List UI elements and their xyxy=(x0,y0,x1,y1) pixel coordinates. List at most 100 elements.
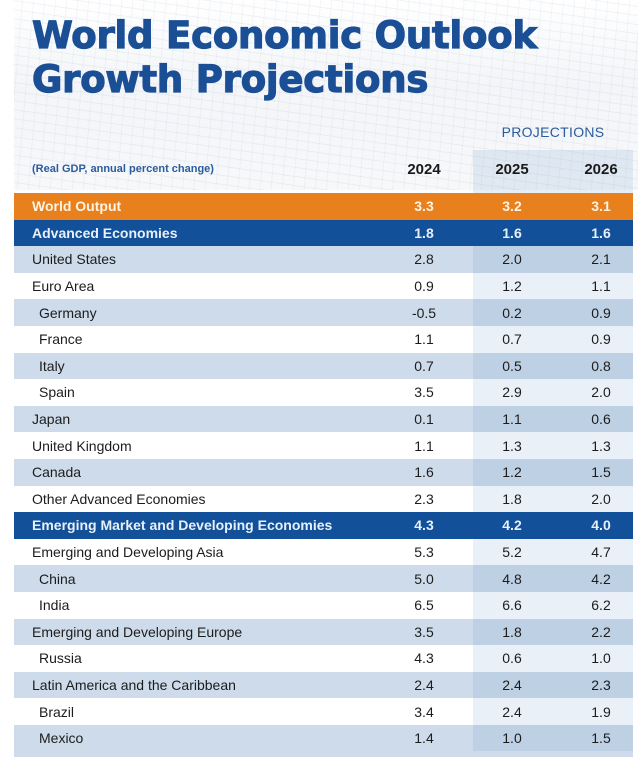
projection-cell-shade xyxy=(473,671,633,699)
value-2026: 4.2 xyxy=(591,570,611,587)
projection-cell-shade xyxy=(473,698,633,725)
value-2026: 2.2 xyxy=(591,623,611,640)
row-label: France xyxy=(39,331,83,348)
table-row: Germany -0.5 0.2 0.9 xyxy=(14,299,633,326)
value-2024: 1.1 xyxy=(414,437,434,454)
value-2024: 1.1 xyxy=(414,331,434,348)
row-label: Brazil xyxy=(39,703,75,720)
value-2025: 4.2 xyxy=(502,517,522,534)
row-label: Emerging and Developing Europe xyxy=(32,623,243,640)
projection-cell-shade xyxy=(473,645,633,672)
row-label: Advanced Economies xyxy=(32,224,178,241)
value-2026: 0.9 xyxy=(591,331,611,348)
row-label: United States xyxy=(32,251,117,268)
column-header-2024: 2024 xyxy=(407,161,441,178)
value-2026: 4.0 xyxy=(591,517,611,534)
value-2025: 0.7 xyxy=(502,331,522,348)
value-2026: 1.6 xyxy=(591,224,611,241)
value-2026: 0.8 xyxy=(591,357,611,374)
row-label: Spain xyxy=(39,384,75,401)
value-2024: 4.3 xyxy=(414,517,434,534)
value-2025: 2.4 xyxy=(502,703,522,720)
row-label: Germany xyxy=(39,304,97,321)
projection-cell-shade xyxy=(473,538,633,566)
value-2026: 2.3 xyxy=(591,676,611,693)
value-2024: 0.9 xyxy=(414,278,434,295)
row-label: Emerging and Developing Asia xyxy=(32,544,224,561)
table-row: Advanced Economies 1.8 1.6 1.6 xyxy=(14,219,633,247)
value-2024: 6.5 xyxy=(414,597,434,614)
value-2024: 5.0 xyxy=(414,570,434,587)
table-row: Japan 0.1 1.1 0.6 xyxy=(14,405,633,433)
row-label: China xyxy=(39,570,76,587)
table-row: Other Advanced Economies 2.3 1.8 2.0 xyxy=(14,485,633,513)
value-2025: 4.8 xyxy=(502,570,522,587)
table-row: France 1.1 0.7 0.9 xyxy=(14,325,633,353)
projection-cell-shade xyxy=(473,299,633,326)
table-row: China 5.0 4.8 4.2 xyxy=(14,565,633,592)
value-2026: 1.5 xyxy=(591,730,611,747)
value-2026: 4.7 xyxy=(591,544,611,561)
projection-cell-shade xyxy=(473,565,633,592)
row-label: Emerging Market and Developing Economies xyxy=(32,517,333,534)
projection-cell-shade xyxy=(473,405,633,433)
growth-table: World Output 3.3 3.2 3.1 Advanced Economies 1… xyxy=(14,193,633,752)
table-row: Latin America and the Caribbean 2.4 2.4 2.3 xyxy=(14,671,633,699)
row-label: Russia xyxy=(39,650,82,667)
table-row: Mexico 1.4 1.0 1.5 xyxy=(14,724,633,752)
value-2024: 2.8 xyxy=(414,251,434,268)
table-row: Russia 4.3 0.6 1.0 xyxy=(14,645,633,672)
value-2024: 2.3 xyxy=(414,490,434,507)
value-2024: 3.3 xyxy=(414,198,434,215)
row-label: Other Advanced Economies xyxy=(32,490,206,507)
value-2025: 2.0 xyxy=(502,251,522,268)
value-2026: 1.0 xyxy=(591,650,611,667)
table-row: Emerging and Developing Europe 3.5 1.8 2.2 xyxy=(14,618,633,646)
value-2024: 3.4 xyxy=(414,703,434,720)
title-line-2: Growth Projections xyxy=(31,57,429,101)
value-2024: 0.7 xyxy=(414,357,434,374)
projection-cell-shade xyxy=(473,352,633,380)
value-2025: 1.3 xyxy=(502,437,522,454)
value-2024: 1.6 xyxy=(414,464,434,481)
value-2026: 3.1 xyxy=(591,198,611,215)
table-row: United Kingdom 1.1 1.3 1.3 xyxy=(14,432,633,459)
table-row: Brazil 3.4 2.4 1.9 xyxy=(14,698,633,725)
projection-cell-shade xyxy=(473,591,633,619)
value-2024: 4.3 xyxy=(414,650,434,667)
row-label: India xyxy=(39,597,70,614)
value-2024: 1.8 xyxy=(414,224,434,241)
value-2025: 2.4 xyxy=(502,676,522,693)
value-2024: 5.3 xyxy=(414,544,434,561)
table-row: Spain 3.5 2.9 2.0 xyxy=(14,379,633,406)
table-subtitle: (Real GDP, annual percent change) xyxy=(32,163,214,175)
value-2025: 1.8 xyxy=(502,490,522,507)
value-2025: 5.2 xyxy=(502,544,522,561)
row-label: World Output xyxy=(32,198,122,215)
value-2026: 1.1 xyxy=(591,278,611,295)
value-2026: 0.6 xyxy=(591,411,611,428)
value-2025: 1.6 xyxy=(502,224,522,241)
value-2026: 2.1 xyxy=(591,251,611,268)
projections-label: PROJECTIONS xyxy=(501,124,605,140)
column-header-2026: 2026 xyxy=(584,161,618,178)
value-2026: 1.5 xyxy=(591,464,611,481)
row-label: Mexico xyxy=(39,730,84,747)
value-2025: 1.1 xyxy=(502,411,522,428)
projection-cell-shade xyxy=(473,485,633,513)
value-2026: 2.0 xyxy=(591,384,611,401)
value-2025: 2.9 xyxy=(502,384,522,401)
value-2026: 1.3 xyxy=(591,437,611,454)
value-2026: 2.0 xyxy=(591,490,611,507)
table-row: World Output 3.3 3.2 3.1 xyxy=(14,193,633,220)
page-title: World Economic Outlook Growth Projection… xyxy=(31,13,537,102)
value-2026: 0.9 xyxy=(591,304,611,321)
row-label: United Kingdom xyxy=(32,437,132,454)
table-row: Euro Area 0.9 1.2 1.1 xyxy=(14,272,633,300)
value-2025: 1.2 xyxy=(502,278,522,295)
projection-cell-shade xyxy=(473,379,633,406)
column-header-2025: 2025 xyxy=(495,161,529,178)
table-row: Italy 0.7 0.5 0.8 xyxy=(14,352,633,380)
value-2025: 1.8 xyxy=(502,623,522,640)
row-label: Latin America and the Caribbean xyxy=(32,676,236,693)
